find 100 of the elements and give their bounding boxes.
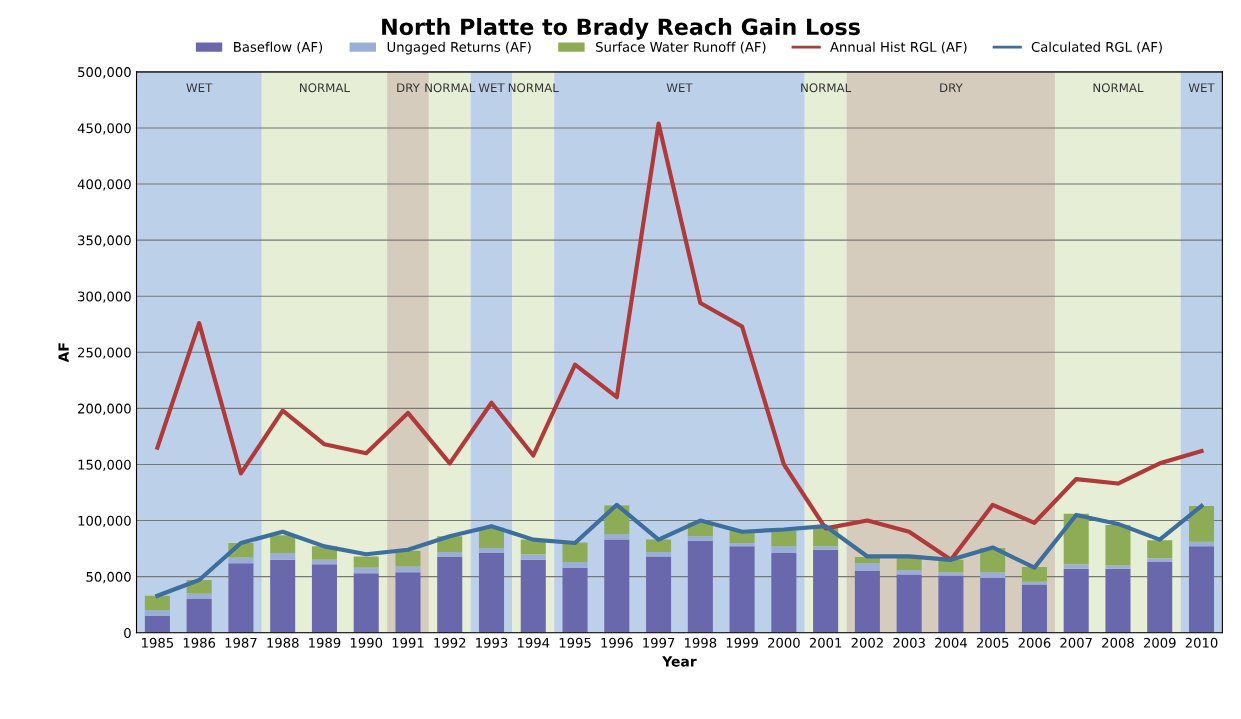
x-tick-label: 2006: [1018, 637, 1051, 648]
band-label: NORMAL: [1093, 83, 1144, 93]
x-tick-label: 2002: [851, 637, 883, 648]
chart-title: North Platte to Brady Reach Gain Loss: [382, 17, 860, 40]
bar: [395, 572, 421, 633]
legend-label: Baseflow (AF): [234, 41, 323, 54]
bar: [270, 559, 296, 633]
x-tick-label: 1986: [183, 637, 216, 648]
band-label: WET: [1188, 83, 1215, 92]
bar: [980, 577, 1006, 633]
band-label: NORMAL: [300, 83, 350, 93]
x-axis-title: Year: [662, 656, 697, 667]
band-label: WET: [186, 83, 213, 92]
y-tick-label: 150,000: [78, 459, 131, 472]
bar: [520, 559, 546, 633]
bar: [729, 546, 755, 633]
bar: [520, 554, 546, 560]
bar: [144, 610, 170, 616]
y-tick-label: 200,000: [78, 403, 131, 415]
x-tick-label: 2009: [1143, 637, 1176, 648]
bar: [186, 599, 212, 633]
bar: [1105, 565, 1131, 569]
bar: [813, 549, 839, 633]
bar: [896, 574, 922, 633]
bar: [1188, 546, 1215, 633]
band-label: NORMAL: [801, 83, 852, 93]
bar: [1105, 568, 1131, 633]
x-tick-label: 2005: [976, 637, 1009, 648]
bar: [1105, 525, 1131, 566]
bar: [311, 564, 337, 633]
bar: [646, 539, 672, 552]
bar: [771, 553, 797, 633]
bar: [270, 553, 296, 560]
line-series: [155, 502, 1204, 598]
y-axis-title: AF: [58, 343, 69, 363]
y-tick-label: 100,000: [78, 515, 131, 528]
x-tick-label: 1992: [434, 637, 466, 648]
legend-label: Surface Water Runoff (AF): [596, 41, 766, 54]
y-tick-label: 300,000: [78, 291, 131, 303]
x-tick-label: 1999: [726, 637, 758, 648]
bar: [980, 572, 1006, 578]
x-tick-label: 1985: [142, 637, 174, 648]
bar: [353, 556, 379, 568]
bar: [1147, 558, 1173, 563]
bar: [813, 546, 839, 550]
bar: [854, 571, 880, 633]
bar: [604, 539, 630, 633]
y-tick-label: 250,000: [78, 347, 131, 359]
bar: [771, 546, 797, 554]
bar: [938, 575, 964, 633]
bar: [771, 530, 797, 547]
bar: [687, 536, 713, 541]
bar: [562, 542, 588, 563]
x-tick-label: 1994: [517, 637, 550, 648]
bar: [437, 556, 463, 633]
bar: [1063, 564, 1089, 569]
bar: [478, 548, 505, 554]
x-tick-label: 2008: [1102, 637, 1134, 648]
bar: [646, 556, 672, 633]
x-tick-label: 1987: [225, 637, 257, 648]
bar: [1188, 505, 1215, 542]
x-tick-label: 2007: [1060, 637, 1092, 648]
bar: [353, 573, 379, 633]
bar: [228, 563, 254, 633]
bar: [1021, 567, 1047, 582]
x-tick-label: 1993: [476, 637, 508, 648]
x-tick-label: 1989: [309, 637, 341, 648]
y-tick-label: 400,000: [77, 179, 131, 191]
bar: [1021, 584, 1047, 633]
bar: [270, 535, 296, 554]
x-tick-label: 1995: [559, 637, 591, 648]
y-tick-label: 0: [124, 627, 131, 638]
legend-label: Calculated RGL (AF): [1031, 41, 1162, 54]
band-label: WET: [478, 83, 505, 92]
x-tick-label: 2004: [935, 637, 967, 648]
bar: [562, 562, 588, 568]
x-tick-label: 2001: [809, 637, 842, 648]
band-label: DRY: [397, 83, 420, 92]
x-tick-label: 1997: [643, 637, 675, 648]
bar: [1147, 540, 1173, 559]
x-tick-label: 2000: [768, 637, 800, 648]
y-tick-label: 50,000: [86, 571, 131, 584]
bar: [478, 553, 505, 633]
band-label: WET: [666, 83, 693, 92]
bar: [938, 572, 964, 576]
bar: [395, 550, 421, 567]
bar: [1147, 562, 1173, 633]
y-tick-label: 450,000: [77, 123, 131, 135]
bar: [562, 567, 588, 633]
bar: [854, 563, 880, 572]
x-tick-label: 1998: [684, 637, 717, 648]
bar: [144, 615, 170, 633]
x-tick-label: 2010: [1185, 637, 1218, 648]
bar: [1063, 568, 1089, 633]
x-tick-label: 1996: [601, 637, 633, 648]
bar: [186, 593, 212, 600]
legend-label: Annual Hist RGL (AF): [830, 41, 967, 54]
band-label: NORMAL: [425, 83, 476, 93]
bar: [687, 540, 713, 633]
bar: [604, 534, 630, 540]
